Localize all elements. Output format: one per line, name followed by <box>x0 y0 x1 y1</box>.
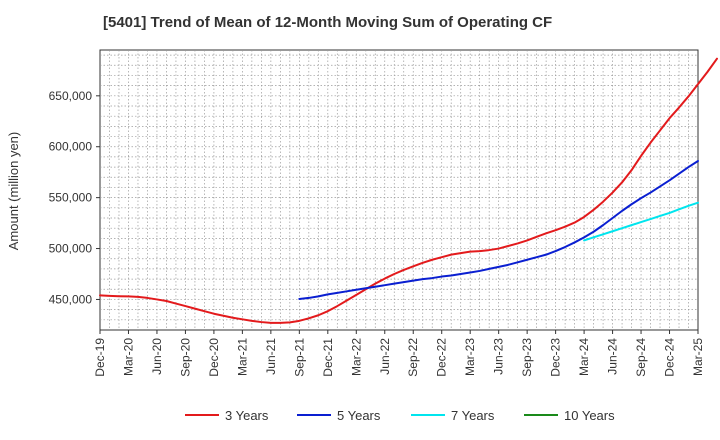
legend-label: 3 Years <box>225 408 269 423</box>
chart-title: [5401] Trend of Mean of 12-Month Moving … <box>103 14 552 31</box>
x-tick-label: Mar-25 <box>691 338 705 376</box>
x-tick-label: Mar-20 <box>121 338 135 376</box>
x-tick-label: Sep-22 <box>406 338 420 377</box>
x-tick-label: Mar-22 <box>349 338 363 376</box>
x-tick-label: Mar-21 <box>235 338 249 376</box>
x-tick-label: Sep-21 <box>292 338 306 377</box>
y-tick-label: 650,000 <box>49 89 93 103</box>
y-tick-label: 450,000 <box>49 292 93 306</box>
legend-label: 7 Years <box>451 408 495 423</box>
grid-lines <box>100 50 698 330</box>
x-tick-label: Jun-21 <box>264 338 278 375</box>
y-axis-ticks: 450,000 500,000 550,000 600,000 650,000 <box>49 89 100 306</box>
x-tick-label: Jun-22 <box>378 338 392 375</box>
x-tick-label: Sep-24 <box>634 338 648 377</box>
x-tick-label: Jun-23 <box>492 338 506 375</box>
x-tick-label: Dec-23 <box>549 338 563 377</box>
x-tick-label: Dec-22 <box>435 338 449 377</box>
x-tick-label: Jun-24 <box>606 338 620 375</box>
x-tick-label: Dec-24 <box>663 338 677 377</box>
legend-label: 5 Years <box>337 408 381 423</box>
x-tick-label: Jun-20 <box>150 338 164 375</box>
x-tick-label: Dec-19 <box>93 338 107 377</box>
x-tick-label: Dec-21 <box>321 338 335 377</box>
x-tick-label: Sep-23 <box>520 338 534 377</box>
y-tick-label: 550,000 <box>49 191 93 205</box>
series-line-3-years <box>99 57 718 324</box>
legend: 3 Years 5 Years 7 Years 10 Years <box>185 408 615 423</box>
x-axis-ticks: Dec-19 Mar-20 Jun-20 Sep-20 Dec-20 Mar-21 Jun-… <box>93 330 705 377</box>
y-axis-label: Amount (million yen) <box>6 132 21 251</box>
series-line-5-years <box>298 159 699 300</box>
plot-area <box>99 49 699 331</box>
legend-label: 10 Years <box>564 408 615 423</box>
x-tick-label: Sep-20 <box>178 338 192 377</box>
series-line-7-years <box>583 201 699 242</box>
x-tick-label: Mar-23 <box>463 338 477 376</box>
y-tick-label: 600,000 <box>49 140 93 154</box>
y-tick-label: 500,000 <box>49 242 93 256</box>
x-tick-label: Dec-20 <box>207 338 221 377</box>
series-lines <box>99 57 718 324</box>
plot-frame <box>99 49 699 331</box>
x-tick-label: Mar-24 <box>577 338 591 376</box>
